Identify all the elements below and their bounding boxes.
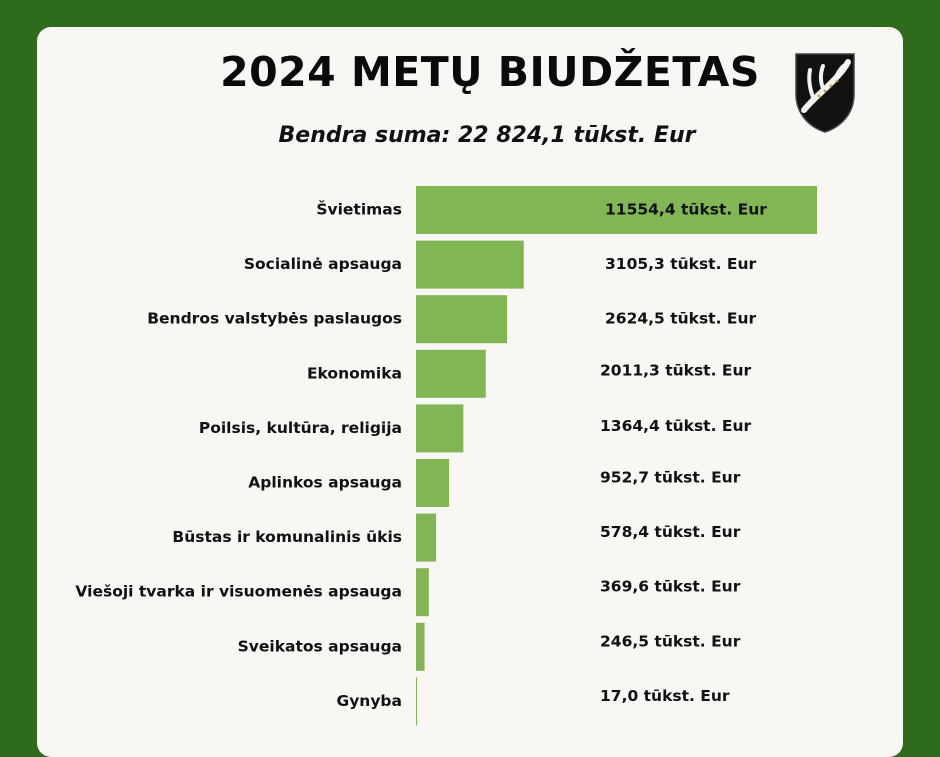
bar-9	[416, 677, 417, 726]
value-label-5: 952,7 tūkst. Eur	[600, 469, 741, 487]
value-label-4: 1364,4 tūkst. Eur	[600, 417, 752, 435]
bar-8	[416, 622, 425, 671]
bar-0	[416, 186, 817, 234]
category-label-1: Socialinė apsauga	[244, 255, 402, 273]
category-label-2: Bendros valstybės paslaugos	[147, 310, 402, 328]
bar-3	[416, 349, 486, 398]
bar-1	[416, 240, 524, 289]
category-label-6: Būstas ir komunalinis ūkis	[172, 528, 402, 546]
bar-2	[416, 295, 508, 344]
value-label-7: 369,6 tūkst. Eur	[600, 578, 741, 596]
value-label-9: 17,0 tūkst. Eur	[600, 687, 730, 705]
category-label-8: Sveikatos apsauga	[238, 637, 402, 655]
value-label-3: 2011,3 tūkst. Eur	[600, 361, 752, 379]
budget-bar-chart: Švietimas 11554,4 tūkst. Eur Socialinė aps…	[75, 186, 817, 726]
category-label-9: Gynyba	[336, 692, 402, 710]
value-label-0: 11554,4 tūkst. Eur	[605, 201, 767, 219]
value-label-2: 2624,5 tūkst. Eur	[605, 310, 757, 328]
total-sum-subtitle: Bendra suma: 22 824,1 tūkst. Eur	[278, 123, 696, 148]
antler-shield-icon	[795, 53, 855, 133]
value-label-1: 3105,3 tūkst. Eur	[605, 255, 757, 273]
value-label-8: 246,5 tūkst. Eur	[600, 632, 741, 650]
value-label-6: 578,4 tūkst. Eur	[600, 523, 741, 541]
category-label-5: Aplinkos apsauga	[248, 474, 402, 492]
page-title: 2024 METŲ BIUDŽETAS	[220, 48, 760, 96]
category-label-3: Ekonomika	[307, 364, 402, 382]
category-label-7: Viešoji tvarka ir visuomenės apsauga	[75, 583, 402, 601]
bar-6	[416, 513, 437, 562]
bar-7	[416, 568, 429, 617]
bar-4	[416, 404, 464, 453]
bar-5	[416, 459, 450, 507]
category-label-0: Švietimas	[316, 200, 402, 219]
category-label-4: Poilsis, kultūra, religija	[199, 419, 402, 437]
